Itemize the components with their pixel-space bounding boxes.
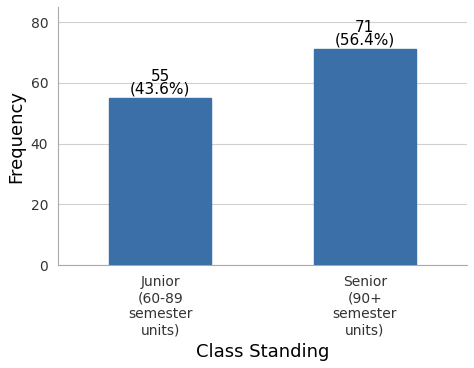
X-axis label: Class Standing: Class Standing (196, 343, 329, 361)
Text: (43.6%): (43.6%) (130, 82, 191, 96)
Bar (314, 49, 416, 265)
Text: (56.4%): (56.4%) (335, 33, 395, 48)
Text: 71: 71 (355, 20, 374, 35)
Y-axis label: Frequency: Frequency (7, 89, 25, 183)
Bar (109, 98, 211, 265)
Text: 55: 55 (151, 69, 170, 84)
